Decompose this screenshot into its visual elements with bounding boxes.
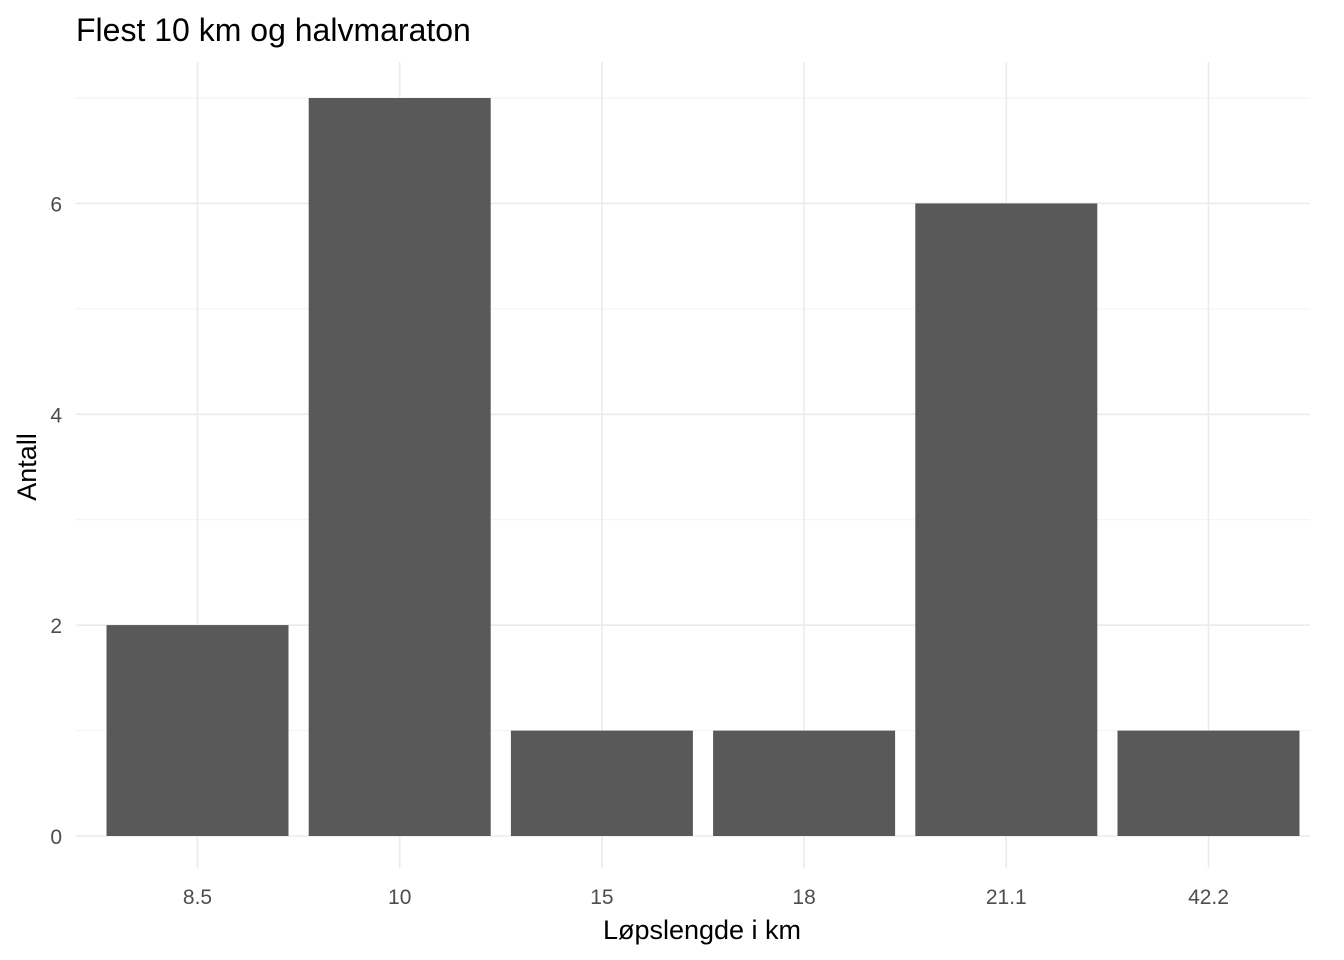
- y-tick-label: 0: [50, 826, 62, 849]
- bar-10: [308, 98, 491, 836]
- y-tick-label: 2: [50, 615, 62, 638]
- x-tick-label: 21.1: [986, 886, 1027, 909]
- bar-15: [510, 730, 693, 836]
- x-tick-label: 10: [388, 886, 411, 909]
- x-axis-title: Løpslengde i km: [603, 915, 801, 945]
- y-axis-title: Antall: [12, 433, 42, 501]
- y-tick-label: 4: [50, 404, 62, 427]
- bars: [106, 98, 1300, 836]
- y-tick-label: 6: [50, 193, 62, 216]
- x-tick-label: 42.2: [1188, 886, 1229, 909]
- bar-18: [713, 730, 896, 836]
- chart-title: Flest 10 km og halvmaraton: [76, 12, 471, 48]
- x-axis-ticks: 8.5 10 15 18 21.1 42.2: [183, 886, 1229, 909]
- bar-8.5: [106, 625, 289, 836]
- x-tick-label: 18: [792, 886, 815, 909]
- bar-21.1: [915, 203, 1098, 836]
- x-tick-label: 15: [590, 886, 613, 909]
- x-tick-label: 8.5: [183, 886, 212, 909]
- bar-42.2: [1117, 730, 1300, 836]
- y-axis-ticks: 0 2 4 6: [50, 193, 62, 849]
